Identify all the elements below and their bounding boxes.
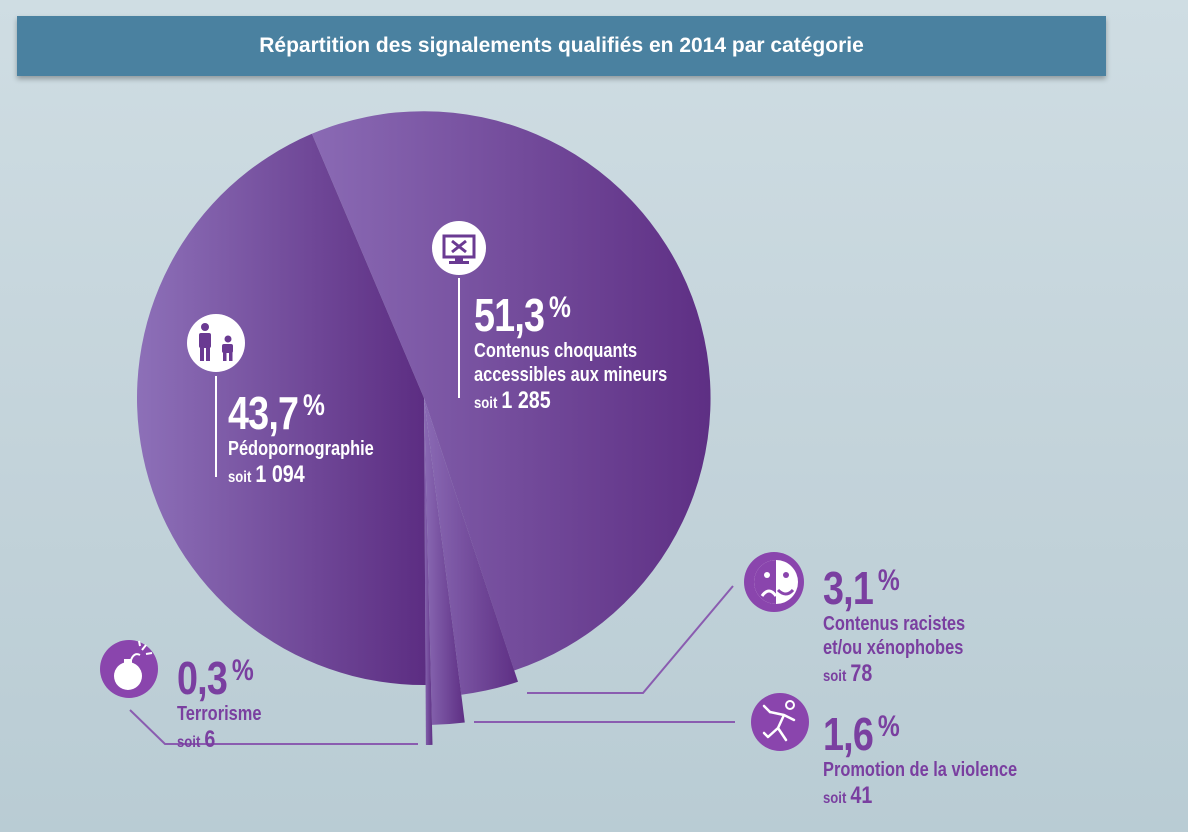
percent-racistes: 3,1% bbox=[823, 562, 900, 614]
leader-line-racistes bbox=[527, 585, 734, 694]
label-contenus: 51,3% Contenus choquants accessibles aux… bbox=[474, 284, 667, 418]
percent-violence: 1,6% bbox=[823, 708, 900, 760]
monitor-x-icon bbox=[432, 221, 486, 275]
percent-terrorisme: 0,3% bbox=[177, 652, 254, 704]
adult-child-icon bbox=[187, 314, 245, 372]
chart-title: Répartition des signalements qualifiés e… bbox=[17, 16, 1106, 76]
pie-slice-terrorisme bbox=[424, 398, 433, 745]
category-pedo: Pédopornographie bbox=[228, 438, 374, 460]
percent-pedo: 43,7% bbox=[228, 387, 325, 439]
category-violence: Promotion de la violence bbox=[823, 759, 1018, 781]
category-racistes-line1: Contenus racistes bbox=[823, 613, 966, 635]
violence-figure-icon bbox=[751, 693, 809, 751]
category-racistes-line2: et/ou xénophobes bbox=[823, 637, 964, 659]
category-terrorisme: Terrorisme bbox=[177, 703, 262, 725]
pie-slice-racistes bbox=[424, 398, 518, 695]
count-contenus: soit 1 285 bbox=[474, 387, 551, 414]
pie-slice-contenus bbox=[311, 111, 711, 671]
count-pedo: soit 1 094 bbox=[228, 461, 305, 488]
category-contenus-line1: Contenus choquants bbox=[474, 340, 638, 362]
label-pedo: 43,7% Pédopornographie soit 1 094 bbox=[228, 382, 374, 492]
count-violence: soit 41 bbox=[823, 782, 873, 809]
leader-line-terrorisme bbox=[129, 709, 418, 745]
count-racistes: soit 78 bbox=[823, 660, 873, 687]
bomb-icon bbox=[100, 640, 158, 698]
count-terrorisme: soit 6 bbox=[177, 726, 216, 753]
pie-slice-violence bbox=[424, 398, 465, 725]
pie-slice-pedo bbox=[136, 133, 426, 686]
label-racistes: 3,1% Contenus racistes et/ou xénophobes … bbox=[823, 557, 965, 691]
label-terrorisme: 0,3% Terrorisme soit 6 bbox=[177, 647, 261, 757]
label-violence: 1,6% Promotion de la violence soit 41 bbox=[823, 703, 1017, 813]
percent-contenus: 51,3% bbox=[474, 289, 571, 341]
category-contenus-line2: accessibles aux mineurs bbox=[474, 364, 668, 386]
comedy-mask-icon bbox=[744, 552, 804, 612]
